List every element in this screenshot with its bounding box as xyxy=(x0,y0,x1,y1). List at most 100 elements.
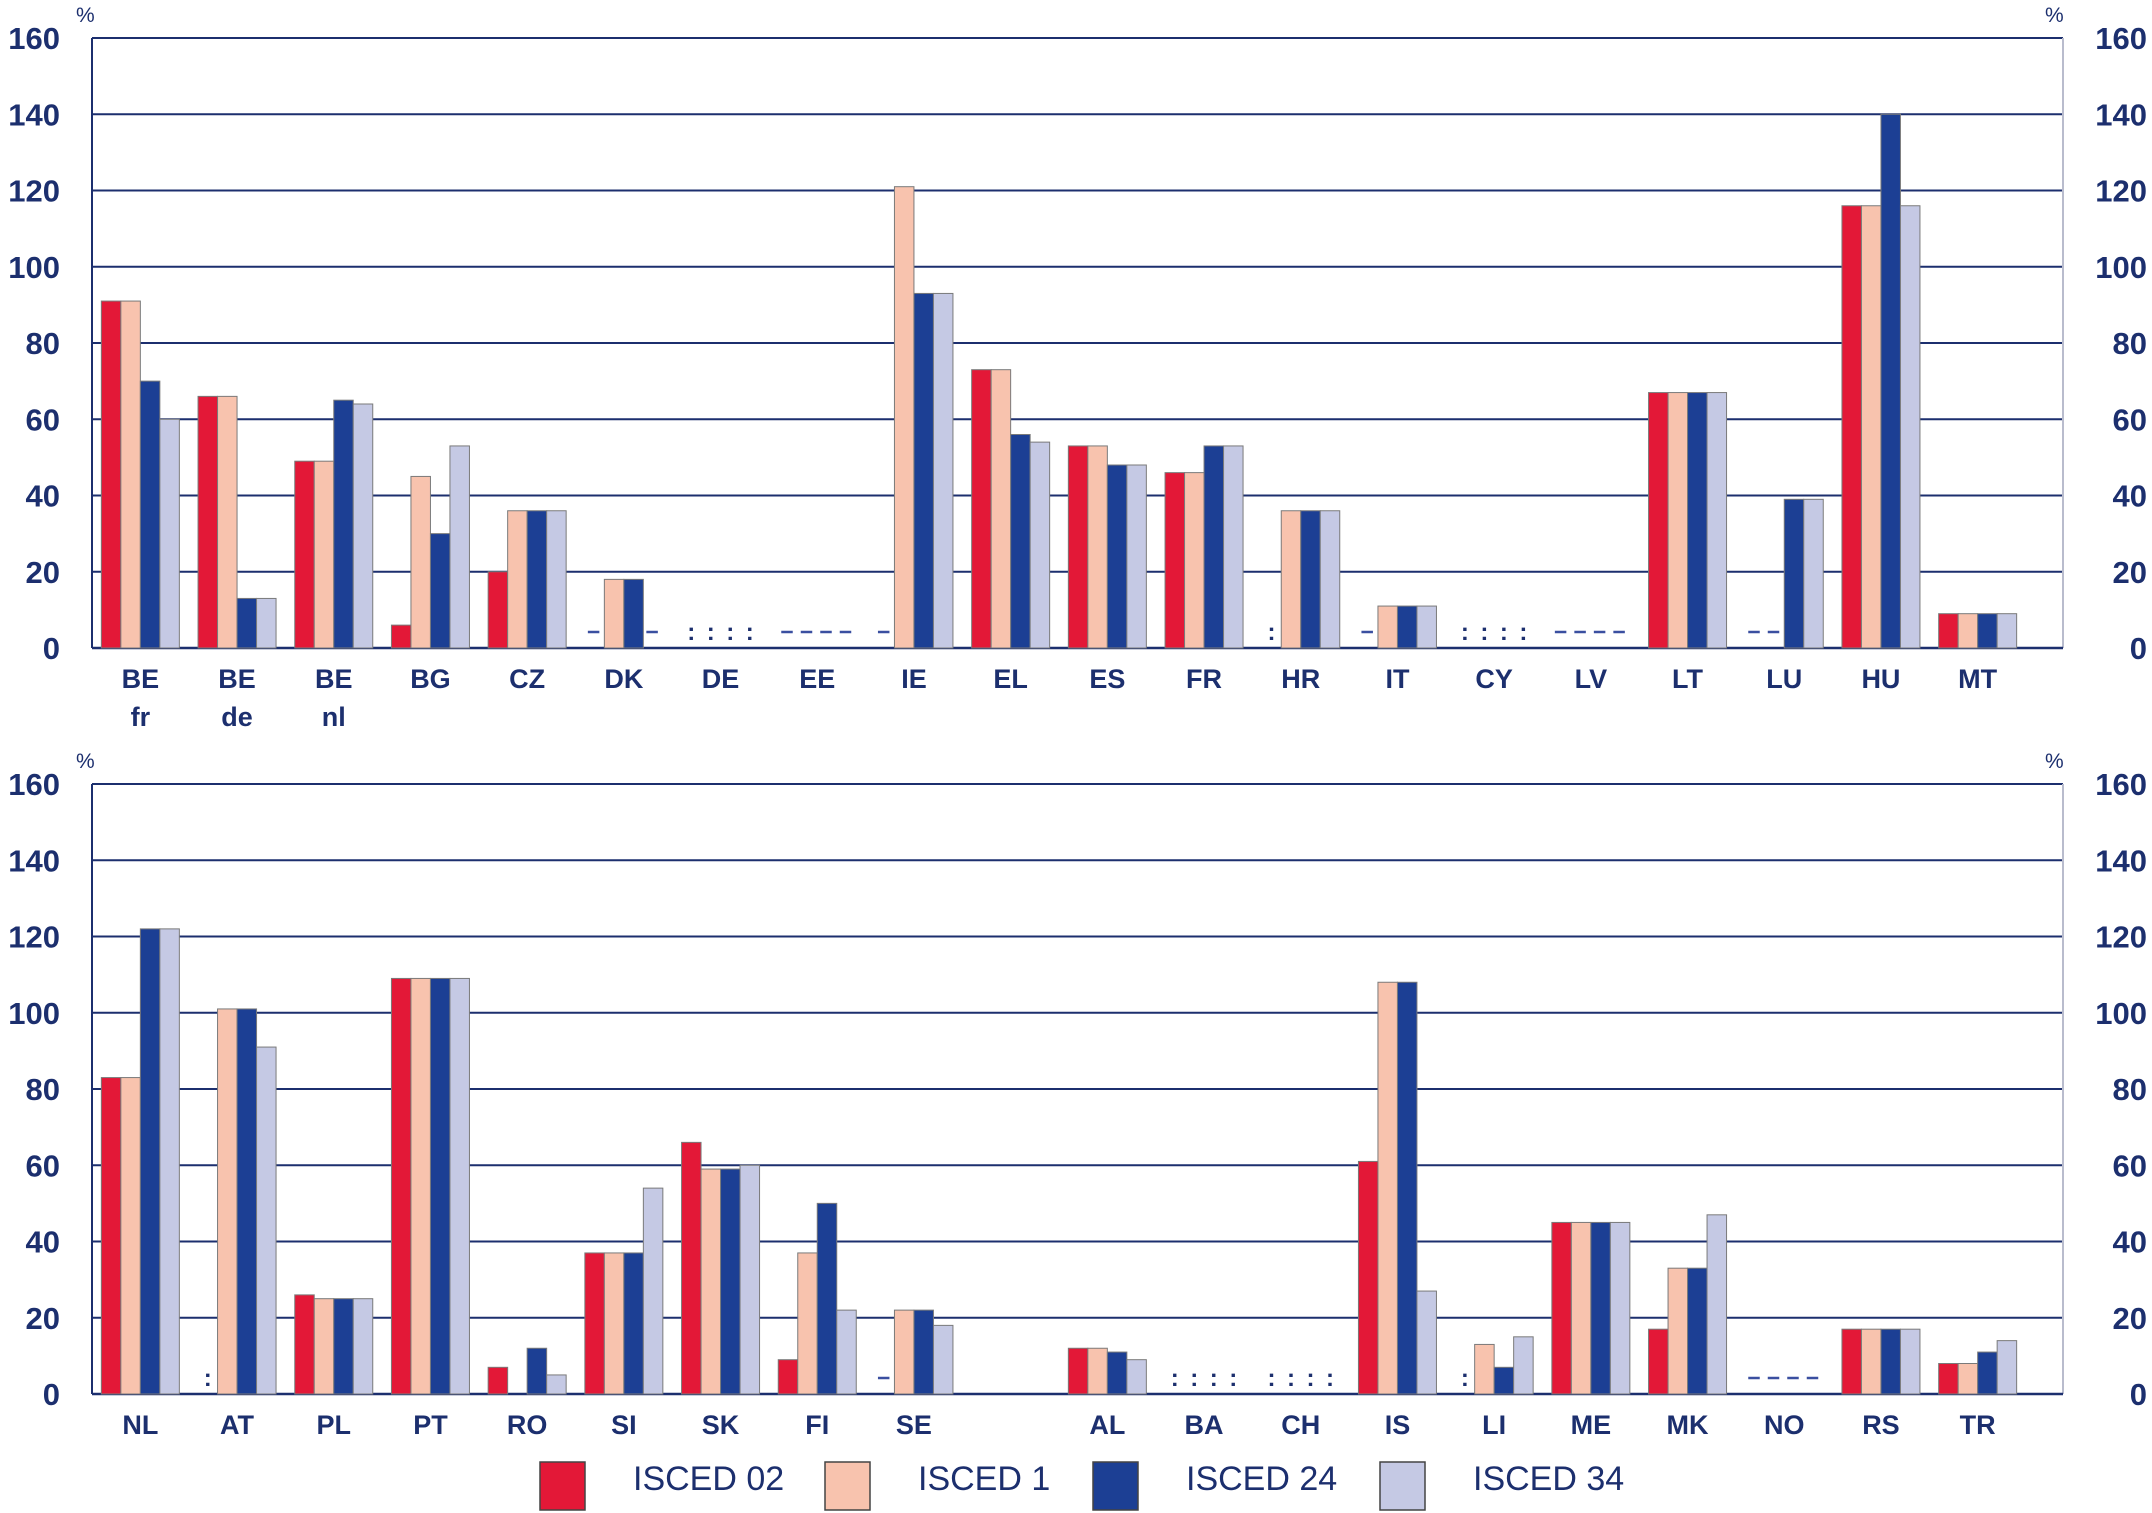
x-tick-label: SI xyxy=(611,1410,637,1440)
not-available-marker: : xyxy=(1307,1365,1315,1392)
y-tick-label-right: 100 xyxy=(2095,996,2147,1031)
y-tick-label-left: 0 xyxy=(43,1377,60,1412)
y-tick-label-left: 160 xyxy=(8,21,60,56)
x-tick-label: DE xyxy=(702,664,740,694)
bar xyxy=(1126,464,1147,649)
x-tick-sublabel: nl xyxy=(322,702,346,732)
bar xyxy=(507,510,528,649)
y-tick-label-left: 160 xyxy=(8,767,60,802)
not-available-marker: : xyxy=(1229,1365,1237,1392)
bar xyxy=(390,624,412,649)
x-tick-label: CZ xyxy=(509,664,545,694)
x-tick-label: TR xyxy=(1960,1410,1996,1440)
bar xyxy=(1938,613,1959,649)
x-tick-label: LI xyxy=(1482,1410,1506,1440)
y-tick-label-right: 0 xyxy=(2130,1377,2147,1412)
y-tick-label-left: 60 xyxy=(26,1148,60,1183)
bar xyxy=(487,1366,509,1395)
bar xyxy=(1396,605,1418,649)
bar xyxy=(1377,605,1398,649)
not-available-marker: : xyxy=(204,1365,212,1392)
x-tick-label: MK xyxy=(1667,1410,1709,1440)
not-available-marker: : xyxy=(1287,1365,1295,1392)
bar xyxy=(1551,1221,1572,1395)
y-tick-label-right: 120 xyxy=(2095,174,2147,209)
legend: ISCED 02 ISCED 1 ISCED 24 ISCED 34 xyxy=(539,1460,1624,1511)
not-available-marker: : xyxy=(1190,1365,1198,1392)
bar xyxy=(797,1252,818,1395)
y-tick-label-left: 120 xyxy=(8,174,60,209)
bar xyxy=(1841,205,1862,649)
x-tick-label: PT xyxy=(413,1410,448,1440)
not-available-marker: : xyxy=(1500,619,1508,646)
bar xyxy=(120,300,141,649)
y-tick-label-right: 100 xyxy=(2095,250,2147,285)
x-tick-sublabel: de xyxy=(221,702,253,732)
x-tick-label: SK xyxy=(702,1410,740,1440)
bar xyxy=(1880,113,1901,649)
y-tick-label-right: 60 xyxy=(2113,402,2147,437)
bar xyxy=(700,1168,722,1395)
bar xyxy=(1590,1221,1611,1395)
y-tick-label-left: 140 xyxy=(8,97,60,132)
bar xyxy=(623,578,644,649)
bar xyxy=(410,977,431,1395)
bar xyxy=(584,1252,605,1395)
bar xyxy=(120,1077,141,1395)
bar xyxy=(1977,1351,1998,1395)
bar xyxy=(159,928,180,1395)
not-available-marker: : xyxy=(1210,1365,1218,1392)
bar xyxy=(1899,1328,1921,1395)
x-tick-label: ES xyxy=(1089,664,1125,694)
y-tick-label-left: 100 xyxy=(8,996,60,1031)
not-available-marker: : xyxy=(1480,619,1488,646)
bar xyxy=(1416,605,1437,649)
bar xyxy=(1706,392,1728,649)
bar xyxy=(1609,1221,1631,1395)
legend-swatch xyxy=(1092,1461,1139,1511)
unit-label-left: % xyxy=(76,4,95,27)
bar xyxy=(1357,1160,1379,1395)
y-tick-label-left: 20 xyxy=(26,555,60,590)
bar xyxy=(1841,1328,1862,1395)
bar xyxy=(236,1008,258,1395)
x-tick-label: AT xyxy=(220,1410,254,1440)
y-tick-label-left: 60 xyxy=(26,402,60,437)
bar xyxy=(1899,205,1921,649)
bar xyxy=(1067,1347,1089,1395)
bar xyxy=(333,1298,354,1395)
legend-label: ISCED 1 xyxy=(918,1460,1050,1498)
bar xyxy=(1860,205,1882,649)
x-tick-label: IS xyxy=(1385,1410,1411,1440)
bar xyxy=(1087,445,1108,649)
bar xyxy=(1319,510,1341,649)
not-available-marker: : xyxy=(1461,1365,1469,1392)
x-tick-label: EE xyxy=(799,664,835,694)
bar xyxy=(1687,392,1708,649)
not-available-marker: : xyxy=(1519,619,1527,646)
bar xyxy=(1067,445,1089,649)
bar xyxy=(256,1046,277,1395)
y-tick-label-left: 120 xyxy=(8,920,60,955)
bar xyxy=(449,445,470,649)
bar xyxy=(1783,498,1805,649)
not-available-marker: : xyxy=(746,619,754,646)
bar xyxy=(681,1141,702,1395)
bar xyxy=(352,403,374,649)
x-tick-label: EL xyxy=(993,664,1028,694)
bar xyxy=(913,1309,934,1395)
not-available-marker: : xyxy=(1268,619,1276,646)
y-tick-label-left: 40 xyxy=(26,479,60,514)
bar xyxy=(720,1168,741,1395)
bar xyxy=(1977,613,1998,649)
bar xyxy=(1803,498,1824,649)
bar xyxy=(294,1294,315,1395)
y-tick-label-left: 0 xyxy=(43,631,60,666)
bar xyxy=(990,369,1012,649)
x-tick-label: HR xyxy=(1281,664,1320,694)
bar xyxy=(100,1077,122,1395)
x-tick-label: LV xyxy=(1575,664,1608,694)
bar xyxy=(1396,981,1418,1395)
bar xyxy=(816,1202,838,1395)
